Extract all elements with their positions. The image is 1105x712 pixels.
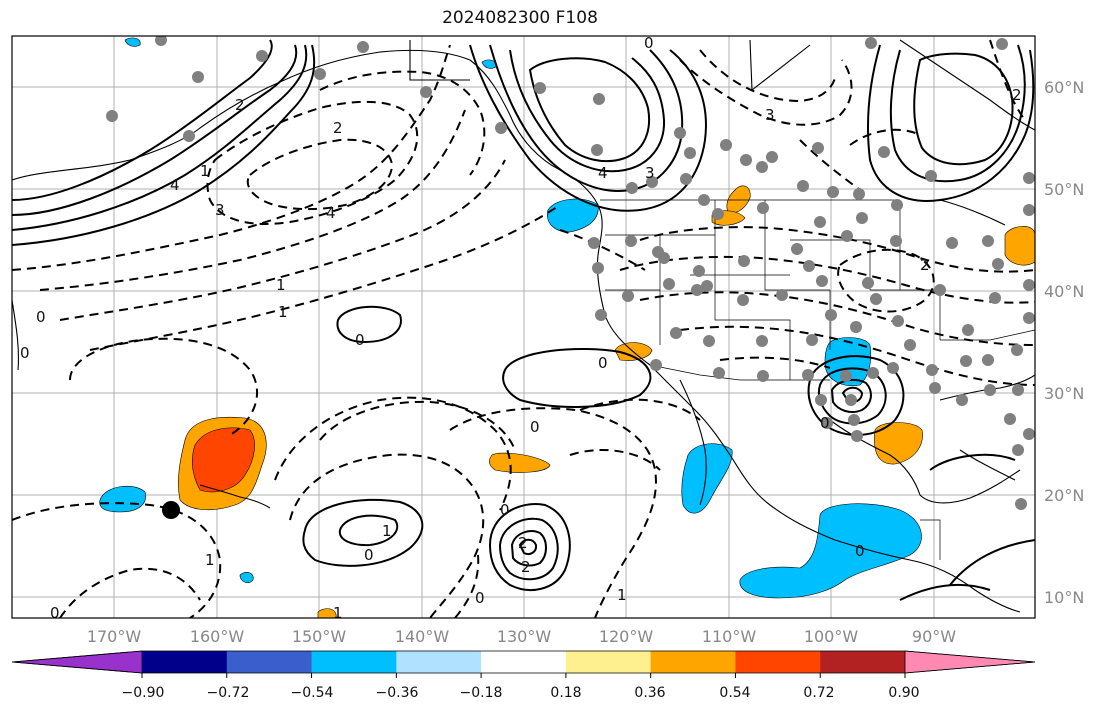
colorbar-segment (565, 651, 652, 673)
lon-label: 100°W (804, 627, 859, 646)
contour-label: 2 (920, 256, 930, 274)
lat-label: 10°N (1044, 588, 1084, 607)
lon-label: 130°W (497, 627, 552, 646)
contour-label: 0 (364, 546, 374, 564)
blue-region-central-america (739, 503, 922, 599)
black-marker (162, 501, 180, 519)
contour-label: 0 (50, 604, 60, 622)
lon-label: 160°W (190, 627, 245, 646)
contour-label: 0 (36, 308, 46, 326)
contour-label: 1 (200, 162, 210, 180)
colorbar-tick-label: 0.36 (634, 685, 665, 701)
contour-label: 1 (276, 276, 286, 294)
contour-label: 0 (530, 418, 540, 436)
contour-label: 0 (855, 542, 865, 560)
contour-label: 2 (521, 558, 531, 576)
contour-label: 0 (820, 414, 830, 432)
map-title: 2024082300 F108 (442, 8, 598, 28)
colorbar (11, 650, 1036, 678)
colorbar-segment (820, 651, 906, 673)
lat-label: 30°N (1044, 384, 1084, 403)
colorbar-labels: −0.90 −0.72 −0.54 −0.36 −0.18 0.18 0.36 … (122, 685, 920, 701)
contour-label: 0 (500, 501, 510, 519)
blue-region-hawaii-west (99, 485, 146, 513)
orange-region-midpacific (489, 452, 551, 473)
longitude-labels: 170°W 160°W 150°W 140°W 130°W 120°W 110°… (87, 627, 956, 646)
contour-label: 4 (598, 164, 608, 182)
orange-region-bottom (317, 608, 337, 618)
latitude-labels: 60°N 50°N 40°N 30°N 20°N 10°N (1044, 78, 1084, 607)
colorbar-segment (650, 651, 736, 673)
coastlines (12, 39, 1035, 613)
lon-label: 140°W (395, 627, 450, 646)
colorbar-extend-low (11, 650, 143, 674)
contour-label: 2 (235, 96, 245, 114)
colorbar-tick-label: 0.72 (803, 685, 834, 701)
contour-label: 3 (765, 106, 775, 124)
colorbar-segment (142, 651, 228, 673)
colorbar-tick-label: −0.72 (207, 685, 250, 701)
contour-label: 1 (333, 604, 343, 622)
contour-label: 1 (382, 522, 392, 540)
contour-label: 0 (355, 331, 365, 349)
lon-label: 110°W (702, 627, 757, 646)
orange-region-northeast (1004, 226, 1035, 266)
contours-dashed (12, 39, 1035, 618)
colorbar-tick-label: −0.90 (122, 685, 165, 701)
lon-label: 90°W (912, 627, 956, 646)
contour-label: 4 (326, 204, 336, 222)
lat-label: 60°N (1044, 78, 1084, 97)
contour-label: 2 (518, 534, 528, 552)
colorbar-tick-label: 0.90 (888, 685, 919, 701)
blue-region-mexico-pacific (681, 443, 733, 514)
contours-solid (12, 39, 1035, 601)
orange-region-montana-a (726, 185, 751, 214)
graticule (12, 36, 1035, 618)
lon-label: 170°W (87, 627, 142, 646)
map-frame (11, 35, 1036, 619)
contour-label: 2 (1012, 86, 1022, 104)
blue-region-pnw (547, 198, 599, 233)
stations (106, 36, 1035, 510)
colorbar-tick-label: 0.54 (719, 685, 750, 701)
contour-label: 3 (645, 164, 655, 182)
contour-label: 3 (215, 201, 225, 219)
contour-label: 1 (205, 551, 215, 569)
contour-label: 4 (170, 176, 180, 194)
red-region-hawaii (191, 427, 255, 493)
colorbar-tick-label: −0.54 (291, 685, 334, 701)
contour-label: 1 (278, 303, 288, 321)
blue-region-small-west (239, 571, 254, 584)
contour-label: 0 (20, 344, 30, 362)
contour-label: 1 (617, 586, 627, 604)
contour-label: 0 (598, 354, 608, 372)
lon-label: 120°W (599, 627, 654, 646)
contour-labels: 0 4 3 2 1 4 3 1 2 3 0 2 4 1 0 0 0 2 0 0 … (20, 34, 1022, 622)
colorbar-tick-label: −0.18 (460, 685, 503, 701)
lat-label: 40°N (1044, 282, 1084, 301)
lon-label: 150°W (292, 627, 347, 646)
colorbar-segment (396, 651, 482, 673)
contour-label: 0 (475, 589, 485, 607)
lat-label: 20°N (1044, 486, 1084, 505)
contour-label: 2 (333, 119, 343, 137)
colorbar-segment (226, 651, 313, 673)
colorbar-tick-label: 0.18 (550, 685, 581, 701)
colorbar-extend-high (904, 650, 1036, 674)
colorbar-tick-label: −0.36 (376, 685, 419, 701)
shaded-anomalies (99, 37, 1035, 618)
blue-region-alaska-top (124, 37, 141, 47)
lat-label: 50°N (1044, 180, 1084, 199)
colorbar-segment (735, 651, 821, 673)
colorbar-segment (311, 651, 397, 673)
colorbar-segment (481, 651, 567, 673)
contour-label: 0 (644, 34, 654, 52)
